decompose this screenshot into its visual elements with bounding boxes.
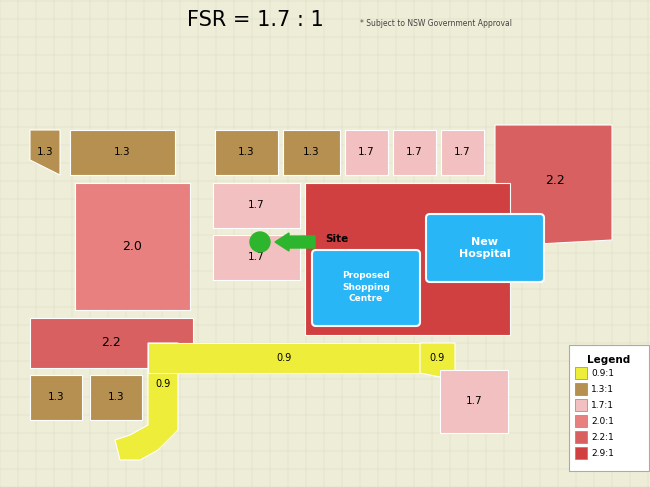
Polygon shape <box>393 130 436 175</box>
Polygon shape <box>213 235 300 280</box>
Bar <box>575 431 587 443</box>
Text: * Subject to NSW Government Approval: * Subject to NSW Government Approval <box>360 19 512 27</box>
Text: 1.3: 1.3 <box>114 147 130 157</box>
Text: 0.9: 0.9 <box>276 353 292 363</box>
Polygon shape <box>345 130 388 175</box>
Text: 1.3: 1.3 <box>238 147 254 157</box>
FancyArrow shape <box>275 233 315 251</box>
Bar <box>575 367 587 379</box>
Text: 2.0: 2.0 <box>122 240 142 252</box>
Text: 0.9: 0.9 <box>430 353 445 363</box>
Text: 1.3:1: 1.3:1 <box>591 385 614 393</box>
Text: 1.3: 1.3 <box>47 392 64 402</box>
Text: Legend: Legend <box>588 355 630 365</box>
Text: 1.7: 1.7 <box>406 147 423 157</box>
Text: 0.9:1: 0.9:1 <box>591 369 614 377</box>
Polygon shape <box>283 130 340 175</box>
Text: 0.9: 0.9 <box>155 379 170 389</box>
Circle shape <box>250 232 270 252</box>
Polygon shape <box>75 183 190 310</box>
Polygon shape <box>495 125 612 245</box>
Text: 2.2:1: 2.2:1 <box>591 432 614 442</box>
Text: 1.3: 1.3 <box>303 147 319 157</box>
Polygon shape <box>305 183 510 335</box>
Text: 1.7: 1.7 <box>465 396 482 406</box>
Text: 1.3: 1.3 <box>108 392 124 402</box>
Text: 2.9: 2.9 <box>396 251 418 265</box>
Polygon shape <box>215 130 278 175</box>
Polygon shape <box>115 343 178 460</box>
Text: 1.7: 1.7 <box>248 252 265 262</box>
Text: Proposed
Shopping
Centre: Proposed Shopping Centre <box>342 271 390 303</box>
Bar <box>575 383 587 395</box>
Text: 2.0:1: 2.0:1 <box>591 416 614 426</box>
Polygon shape <box>30 130 60 175</box>
Bar <box>575 415 587 427</box>
Bar <box>575 447 587 459</box>
Text: Site: Site <box>325 234 348 244</box>
Text: FSR = 1.7 : 1: FSR = 1.7 : 1 <box>187 10 324 30</box>
Bar <box>575 399 587 411</box>
Text: 2.2: 2.2 <box>101 337 121 350</box>
Text: 1.7: 1.7 <box>248 200 265 210</box>
Text: 1.7: 1.7 <box>358 147 374 157</box>
FancyBboxPatch shape <box>569 345 649 471</box>
Polygon shape <box>30 318 193 368</box>
FancyBboxPatch shape <box>312 250 420 326</box>
Polygon shape <box>213 183 300 228</box>
Polygon shape <box>440 370 508 433</box>
Polygon shape <box>30 375 82 420</box>
Text: 1.3: 1.3 <box>36 147 53 157</box>
Polygon shape <box>441 130 484 175</box>
Text: New
Hospital: New Hospital <box>459 237 511 259</box>
FancyBboxPatch shape <box>426 214 544 282</box>
Text: 2.9:1: 2.9:1 <box>591 449 614 457</box>
Text: 1.7:1: 1.7:1 <box>591 400 614 410</box>
Polygon shape <box>70 130 175 175</box>
Polygon shape <box>420 343 455 380</box>
Polygon shape <box>90 375 142 420</box>
Polygon shape <box>148 343 420 373</box>
Text: 2.2: 2.2 <box>545 173 565 187</box>
Text: 1.7: 1.7 <box>454 147 471 157</box>
